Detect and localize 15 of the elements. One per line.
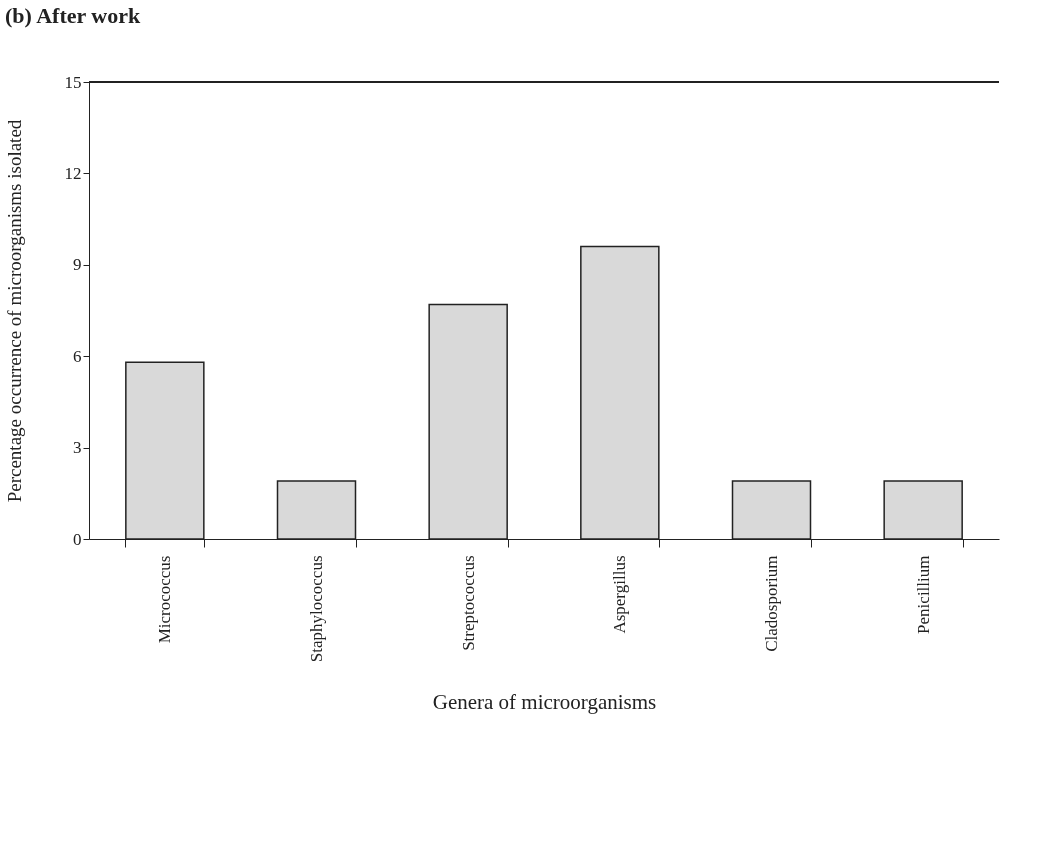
y-tick-label: 15	[64, 72, 82, 92]
y-tick-label: 6	[73, 346, 82, 366]
y-tick-label: 12	[64, 163, 82, 183]
chart-title: (b) After work	[5, 3, 141, 28]
x-axis-title: Genera of microorganisms	[432, 690, 657, 715]
x-tick-label: Staphylococcus	[307, 555, 326, 663]
y-tick-label: 9	[73, 255, 82, 275]
x-tick-label: Cladosporium	[762, 555, 781, 652]
x-tick-label: Penicillium	[913, 555, 933, 634]
x-tick-label: Aspergillus	[610, 555, 630, 634]
y-tick-label: 0	[73, 529, 82, 549]
x-tick-label: Micrococcus	[155, 555, 175, 644]
y-axis-title: Percentage occurrence of microorganisms isolated	[3, 119, 25, 503]
y-tick-label: 3	[73, 438, 82, 458]
x-tick-label: Streptococcus	[458, 555, 478, 651]
